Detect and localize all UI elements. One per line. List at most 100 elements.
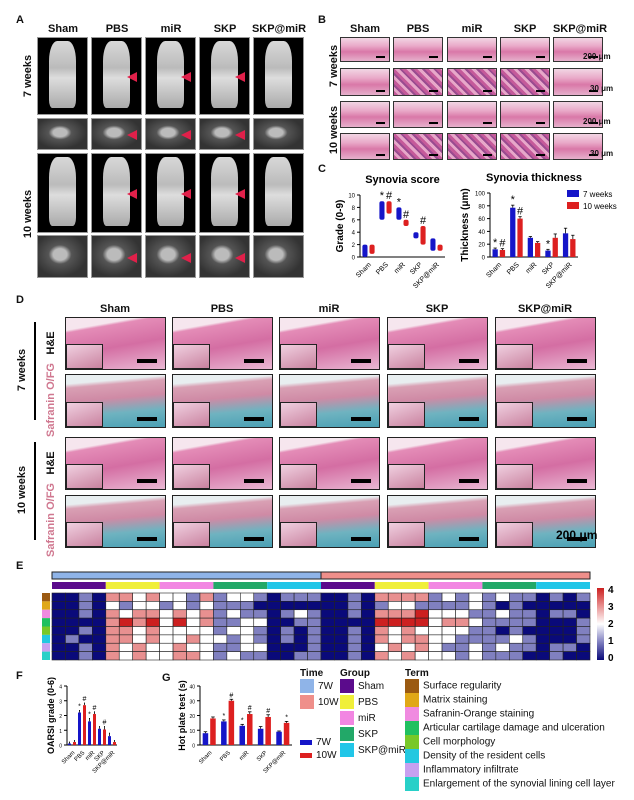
heatmap-cell	[495, 634, 510, 644]
bar-7w	[68, 743, 71, 745]
heatmap-cell	[320, 617, 335, 627]
heatmap-cell	[78, 634, 93, 644]
bar-7-weeks	[527, 237, 533, 257]
scale-bar	[137, 478, 158, 483]
scale-bar	[244, 416, 265, 421]
heatmap-cell	[428, 617, 443, 627]
cartilage-micrograph	[495, 437, 596, 490]
heatmap-cell	[92, 634, 107, 644]
heatmap-cell	[387, 601, 402, 611]
heatmap-cell	[441, 601, 456, 611]
y-tick-label: 40	[189, 685, 195, 691]
micro-ct-section-image	[145, 235, 196, 278]
legend-item: miR	[340, 711, 406, 727]
heatmap-cell	[495, 601, 510, 611]
bar-7-weeks	[492, 249, 498, 257]
synovium-micrograph	[500, 101, 550, 128]
heatmap-cell	[213, 651, 228, 661]
group-bar-segment	[536, 582, 590, 589]
legend-label: Enlargement of the synovial lining cell …	[423, 778, 615, 790]
time-7w-swatch	[300, 679, 314, 694]
micro-ct-section-image	[199, 118, 250, 150]
panel-label-b: B	[318, 14, 326, 26]
legend-label: Cell morphology	[423, 736, 496, 748]
scale-bar	[375, 154, 386, 156]
heatmap-cell	[199, 642, 214, 652]
heatmap-cell	[320, 592, 335, 602]
heatmap-cell	[65, 601, 80, 611]
scale-bar	[244, 478, 265, 483]
legend-item: Surface regularity	[405, 679, 615, 693]
heatmap-cell	[441, 651, 456, 661]
term-swatch	[405, 679, 419, 693]
scale-bar	[351, 478, 372, 483]
column-header-skp-mir: SKP@miR	[517, 303, 573, 315]
term-row-swatch	[42, 609, 50, 619]
micro-ct-3d-image	[91, 37, 142, 115]
heatmap-cell	[253, 617, 268, 627]
heatmap-cell	[132, 626, 147, 636]
heatmap-cell	[253, 626, 268, 636]
heatmap-cell	[132, 634, 147, 644]
colorbar-tick-label: 4	[608, 585, 614, 596]
y-axis-label: Hot plate test (s)	[177, 680, 187, 751]
heatmap-cell	[468, 651, 483, 661]
heatmap-cell	[414, 617, 429, 627]
heatmap-cell	[374, 617, 389, 627]
heatmap-cell	[428, 651, 443, 661]
heatmap-cell	[78, 609, 93, 619]
heatmap-cell	[361, 592, 376, 602]
group-bar-segment	[482, 582, 537, 589]
significance-marker: #	[93, 705, 97, 712]
group-bar-segment	[321, 582, 375, 589]
legend-label: 7W	[316, 737, 331, 748]
heatmap-cell	[145, 642, 160, 652]
heatmap-cell	[508, 592, 524, 602]
term-swatch	[405, 707, 419, 721]
term-row-swatch	[42, 634, 50, 644]
heatmap-cell	[132, 651, 147, 661]
heatmap-cell	[266, 601, 281, 611]
heatmap-cell	[213, 617, 228, 627]
heatmap-cell	[51, 601, 66, 611]
heatmap-cell	[226, 651, 241, 661]
group-legend: Group Sham PBS miR SKP SKP@miR	[340, 668, 406, 759]
heatmap-cell	[280, 592, 295, 602]
heatmap-cell	[361, 651, 376, 661]
bar-10w	[283, 722, 290, 745]
legend-item: Cell morphology	[405, 735, 615, 749]
panel-label-a: A	[16, 14, 24, 26]
heatmap-cell	[562, 592, 577, 602]
red-arrow-icon	[127, 130, 137, 140]
heatmap-cell	[240, 634, 255, 644]
cartilage-micrograph	[65, 495, 166, 548]
bar-10-weeks	[535, 242, 541, 257]
heatmap-cell	[213, 626, 228, 636]
y-tick-label: 4	[59, 685, 62, 691]
bar-7w	[98, 728, 101, 745]
significance-marker: #	[83, 696, 87, 703]
heatmap-cell	[387, 651, 402, 661]
inset-image	[280, 344, 317, 369]
heatmap-cell	[253, 592, 268, 602]
heatmap-cell	[576, 601, 591, 611]
heatmap-cell	[441, 626, 456, 636]
legend-label: 7W	[318, 681, 333, 692]
heatmap-cell	[428, 609, 443, 619]
heatmap-cell	[401, 601, 416, 611]
heatmap-cell	[118, 601, 133, 611]
time-bar-7w	[51, 571, 322, 580]
significance-marker: *	[546, 238, 551, 250]
heatmap-cell	[226, 617, 241, 627]
column-header-pbs: PBS	[105, 23, 129, 35]
heatmap-cell	[145, 634, 160, 644]
heatmap-cell	[441, 634, 456, 644]
heatmap-cell	[361, 617, 376, 627]
heatmap-cell	[535, 609, 550, 619]
cartilage-micrograph	[65, 317, 166, 370]
heatmap-cell	[118, 634, 133, 644]
heatmap-cell	[172, 609, 187, 619]
heatmap-cell	[414, 634, 429, 644]
y-tick-label: 8	[352, 206, 356, 212]
heatmap-cell	[549, 634, 564, 644]
